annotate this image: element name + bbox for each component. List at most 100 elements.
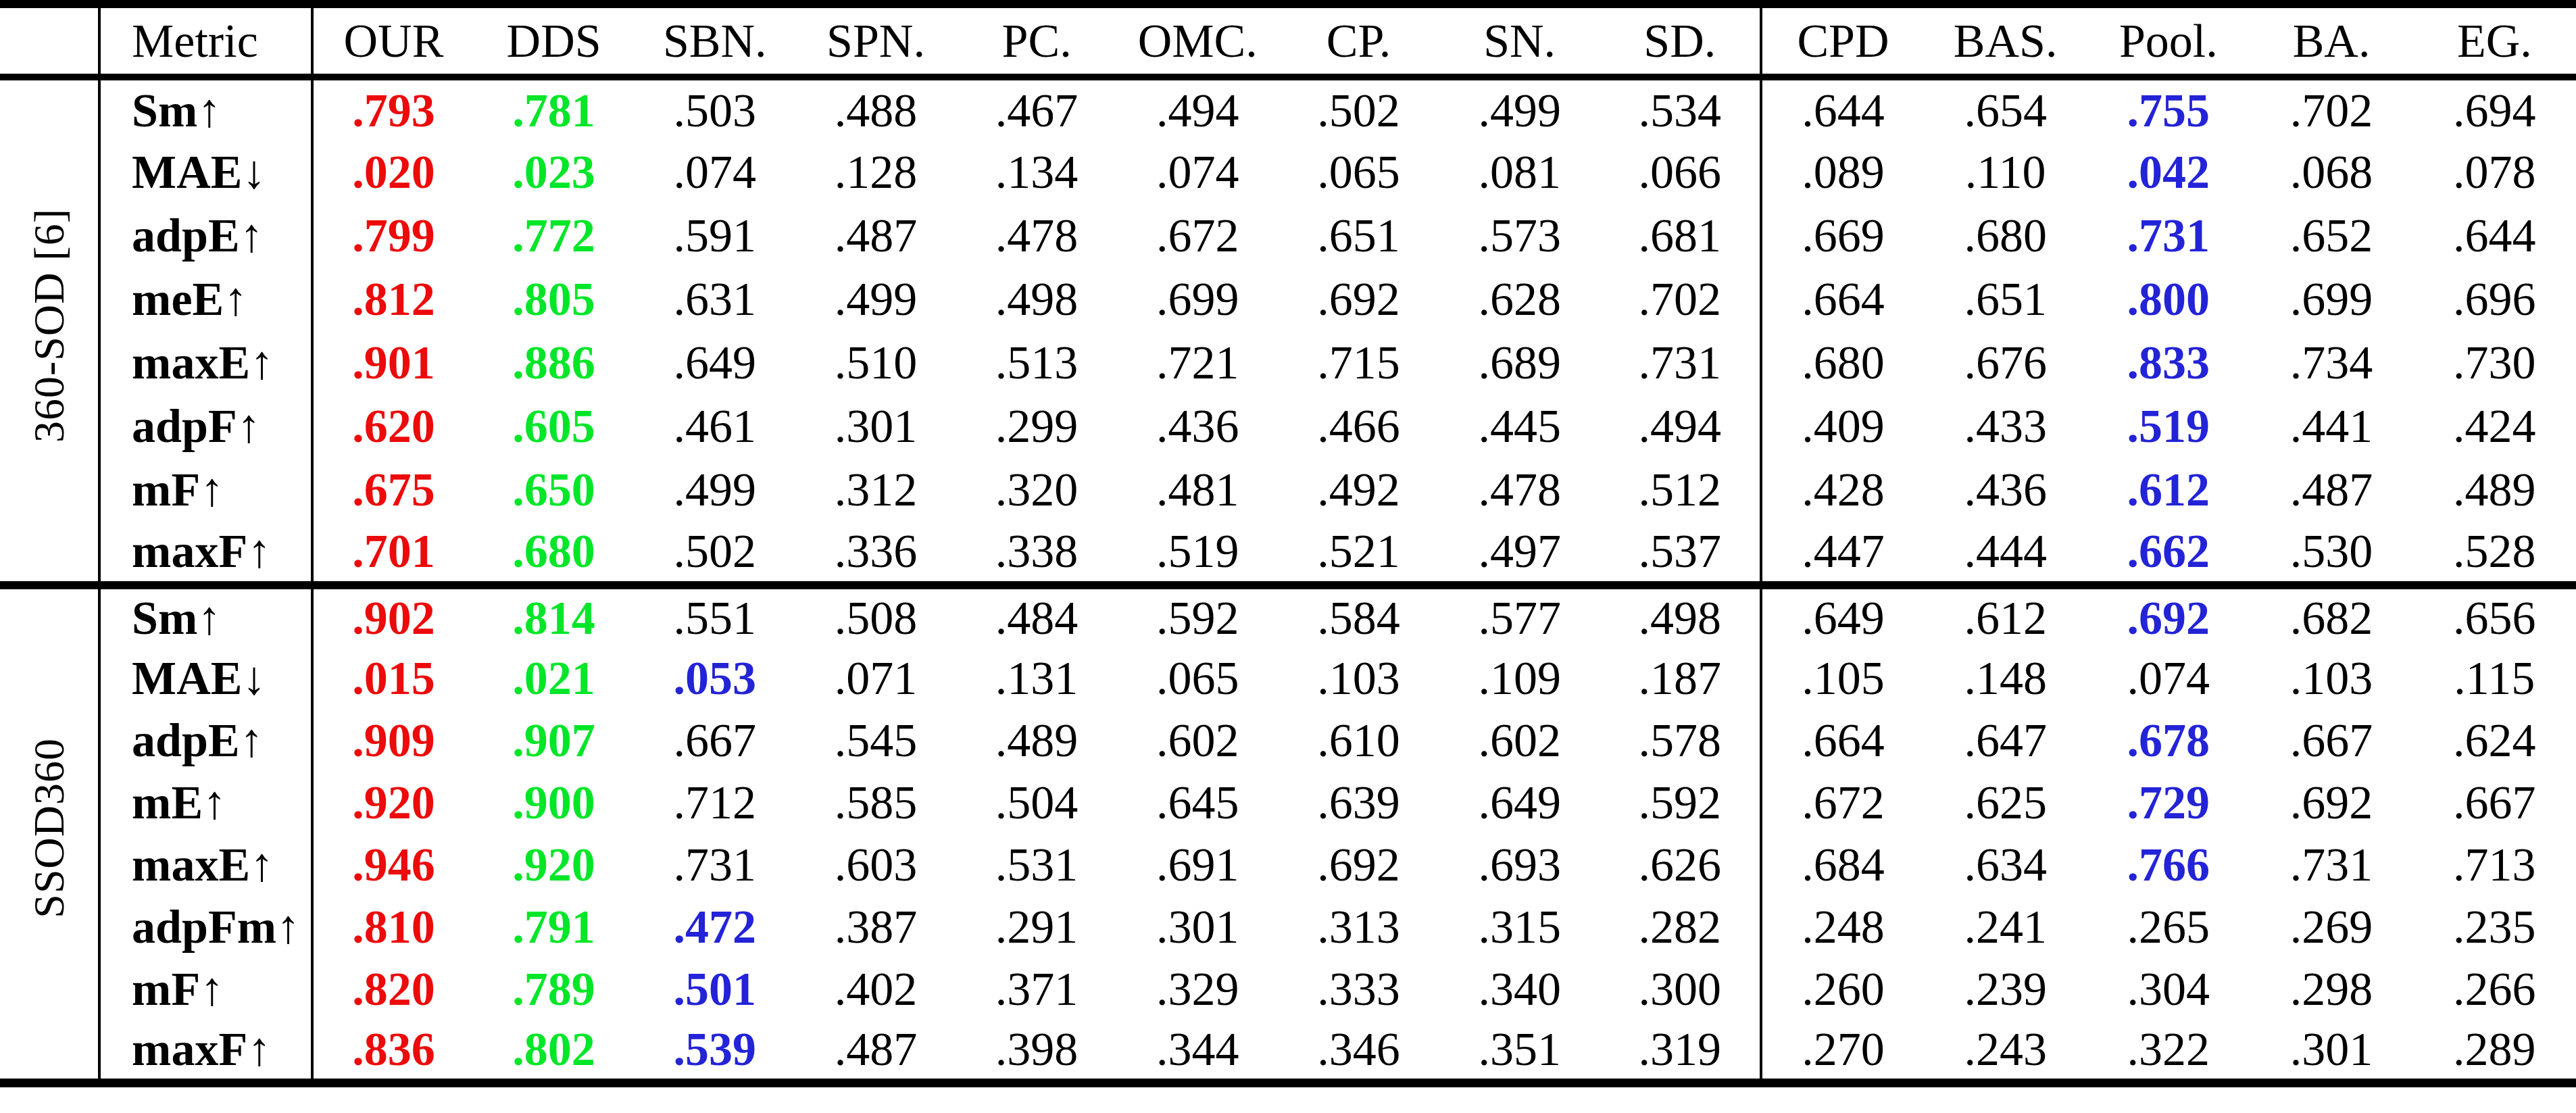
value-cell: .699 — [1117, 268, 1278, 331]
value-cell: .304 — [2087, 958, 2250, 1020]
value-cell: .289 — [2413, 1020, 2576, 1083]
value-cell: .239 — [1924, 958, 2087, 1020]
value-cell: .833 — [2087, 331, 2250, 395]
value-cell: .021 — [474, 647, 635, 710]
value-cell: .791 — [474, 896, 635, 958]
value-cell: .802 — [474, 1020, 635, 1083]
value-cell: .243 — [1924, 1020, 2087, 1083]
value-cell: .612 — [2087, 458, 2250, 522]
dataset-label: SSOD360 — [24, 738, 74, 918]
metric-column-header: Metric — [99, 4, 312, 77]
value-cell: .701 — [312, 522, 473, 585]
method-column-header: DDS — [474, 4, 635, 77]
method-column-header: BA. — [2250, 4, 2412, 77]
table-row: maxF↑.701.680.502.336.338.519.521.497.53… — [0, 522, 2576, 585]
dataset-label-cell: SSOD360 — [0, 585, 99, 1083]
value-cell: .693 — [1439, 834, 1600, 896]
value-cell: .487 — [2250, 458, 2412, 522]
value-cell: .329 — [1117, 958, 1278, 1020]
value-cell: .467 — [956, 77, 1117, 141]
value-cell: .461 — [635, 395, 795, 458]
value-cell: .078 — [2413, 141, 2576, 204]
value-cell: .649 — [1439, 772, 1600, 834]
method-column-header: OMC. — [1117, 4, 1278, 77]
value-cell: .312 — [795, 458, 956, 522]
value-cell: .628 — [1439, 268, 1600, 331]
value-cell: .664 — [1761, 268, 1924, 331]
value-cell: .300 — [1600, 958, 1761, 1020]
value-cell: .519 — [2087, 395, 2250, 458]
value-cell: .678 — [2087, 710, 2250, 772]
value-cell: .466 — [1278, 395, 1439, 458]
value-cell: .424 — [2413, 395, 2576, 458]
value-cell: .793 — [312, 77, 473, 141]
value-cell: .494 — [1600, 395, 1761, 458]
value-cell: .901 — [312, 331, 473, 395]
table-row: mF↑.820.789.501.402.371.329.333.340.300.… — [0, 958, 2576, 1020]
value-cell: .664 — [1761, 710, 1924, 772]
value-cell: .729 — [2087, 772, 2250, 834]
value-cell: .371 — [956, 958, 1117, 1020]
value-cell: .731 — [1600, 331, 1761, 395]
value-cell: .502 — [1278, 77, 1439, 141]
value-cell: .148 — [1924, 647, 2087, 710]
value-cell: .681 — [1600, 204, 1761, 268]
metric-label: MAE↓ — [99, 141, 312, 204]
value-cell: .499 — [1439, 77, 1600, 141]
metric-label: mE↑ — [99, 772, 312, 834]
value-cell: .487 — [795, 1020, 956, 1083]
value-cell: .065 — [1278, 141, 1439, 204]
value-cell: .089 — [1761, 141, 1924, 204]
value-cell: .789 — [474, 958, 635, 1020]
value-cell: .248 — [1761, 896, 1924, 958]
value-cell: .015 — [312, 647, 473, 710]
value-cell: .260 — [1761, 958, 1924, 1020]
value-cell: .478 — [956, 204, 1117, 268]
value-cell: .322 — [2087, 1020, 2250, 1083]
value-cell: .713 — [2413, 834, 2576, 896]
value-cell: .654 — [1924, 77, 2087, 141]
value-cell: .591 — [635, 204, 795, 268]
value-cell: .081 — [1439, 141, 1600, 204]
value-cell: .498 — [956, 268, 1117, 331]
method-column-header: CP. — [1278, 4, 1439, 77]
value-cell: .128 — [795, 141, 956, 204]
value-cell: .592 — [1117, 585, 1278, 647]
value-cell: .344 — [1117, 1020, 1278, 1083]
value-cell: .481 — [1117, 458, 1278, 522]
value-cell: .134 — [956, 141, 1117, 204]
value-cell: .814 — [474, 585, 635, 647]
value-cell: .521 — [1278, 522, 1439, 585]
value-cell: .715 — [1278, 331, 1439, 395]
value-cell: .731 — [2250, 834, 2412, 896]
method-column-header: BAS. — [1924, 4, 2087, 77]
value-cell: .645 — [1117, 772, 1278, 834]
value-cell: .900 — [474, 772, 635, 834]
value-cell: .266 — [2413, 958, 2576, 1020]
value-cell: .398 — [956, 1020, 1117, 1083]
method-column-header: PC. — [956, 4, 1117, 77]
value-cell: .103 — [1278, 647, 1439, 710]
value-cell: .320 — [956, 458, 1117, 522]
value-cell: .734 — [2250, 331, 2412, 395]
value-cell: .301 — [795, 395, 956, 458]
value-cell: .577 — [1439, 585, 1600, 647]
metric-label: adpE↑ — [99, 204, 312, 268]
value-cell: .800 — [2087, 268, 2250, 331]
method-column-header: SBN. — [635, 4, 795, 77]
value-cell: .680 — [1924, 204, 2087, 268]
metric-label: Sm↑ — [99, 77, 312, 141]
value-cell: .639 — [1278, 772, 1439, 834]
value-cell: .487 — [795, 204, 956, 268]
value-cell: .651 — [1924, 268, 2087, 331]
value-cell: .066 — [1600, 141, 1761, 204]
value-cell: .499 — [635, 458, 795, 522]
value-cell: .692 — [1278, 834, 1439, 896]
value-cell: .920 — [474, 834, 635, 896]
value-cell: .071 — [795, 647, 956, 710]
value-cell: .270 — [1761, 1020, 1924, 1083]
value-cell: .053 — [635, 647, 795, 710]
metric-label: adpF↑ — [99, 395, 312, 458]
value-cell: .672 — [1117, 204, 1278, 268]
value-cell: .920 — [312, 772, 473, 834]
